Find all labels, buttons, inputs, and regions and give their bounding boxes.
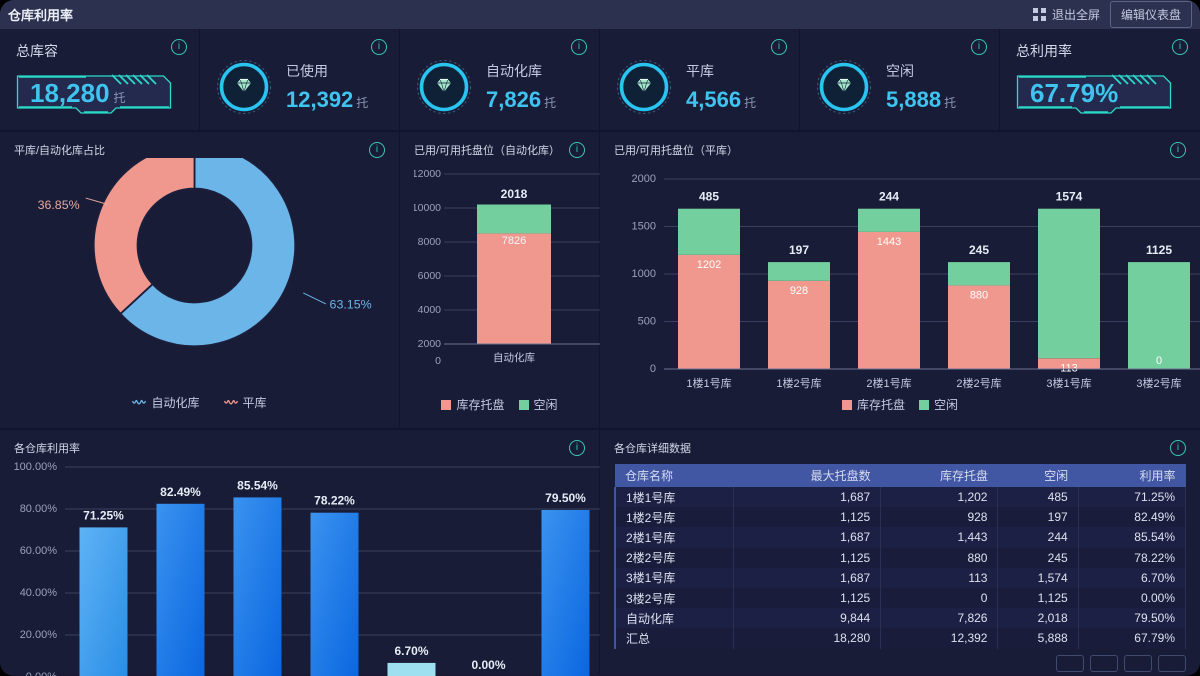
svg-text:1楼1号库: 1楼1号库 xyxy=(686,376,731,389)
svg-text:0: 0 xyxy=(1156,355,1162,367)
svg-text:2楼2号库: 2楼2号库 xyxy=(956,376,1001,389)
svg-text:485: 485 xyxy=(699,190,719,204)
svg-text:1楼2号库: 1楼2号库 xyxy=(776,376,821,389)
svg-text:500: 500 xyxy=(638,316,656,328)
svg-text:2018: 2018 xyxy=(501,187,528,201)
svg-text:80.00%: 80.00% xyxy=(20,503,58,515)
svg-text:1125: 1125 xyxy=(1146,243,1172,257)
svg-text:100.00%: 100.00% xyxy=(14,461,57,473)
svg-text:8000: 8000 xyxy=(418,236,442,248)
svg-text:928: 928 xyxy=(790,285,808,297)
svg-text:1574: 1574 xyxy=(1056,190,1083,204)
svg-text:113: 113 xyxy=(1060,362,1078,374)
svg-text:1202: 1202 xyxy=(697,259,721,271)
svg-text:245: 245 xyxy=(969,243,989,257)
svg-text:20.00%: 20.00% xyxy=(20,629,58,641)
svg-text:40.00%: 40.00% xyxy=(20,587,58,599)
svg-text:12000: 12000 xyxy=(414,168,441,180)
svg-text:10000: 10000 xyxy=(414,202,441,214)
svg-text:3楼2号库: 3楼2号库 xyxy=(1136,376,1181,389)
svg-text:71.25%: 71.25% xyxy=(83,508,124,522)
svg-text:2000: 2000 xyxy=(418,338,442,350)
svg-text:7826: 7826 xyxy=(502,235,526,247)
svg-text:1443: 1443 xyxy=(877,236,901,248)
svg-text:3楼1号库: 3楼1号库 xyxy=(1046,376,1091,389)
svg-text:6000: 6000 xyxy=(418,270,442,282)
svg-text:880: 880 xyxy=(970,289,988,301)
svg-text:2楼1号库: 2楼1号库 xyxy=(866,376,911,389)
svg-text:2000: 2000 xyxy=(632,173,656,185)
svg-text:244: 244 xyxy=(879,190,899,204)
svg-text:82.49%: 82.49% xyxy=(160,485,201,499)
svg-text:36.85%: 36.85% xyxy=(37,198,79,212)
svg-text:0: 0 xyxy=(650,363,656,375)
svg-text:85.54%: 85.54% xyxy=(237,478,278,492)
svg-text:0.00%: 0.00% xyxy=(26,671,57,676)
svg-text:4000: 4000 xyxy=(418,304,442,316)
svg-text:79.50%: 79.50% xyxy=(545,491,586,505)
svg-text:63.15%: 63.15% xyxy=(329,297,371,311)
svg-text:0.00%: 0.00% xyxy=(471,658,505,672)
svg-text:自动化库: 自动化库 xyxy=(493,351,535,364)
svg-text:6.70%: 6.70% xyxy=(394,644,428,658)
svg-text:197: 197 xyxy=(789,243,809,257)
svg-text:60.00%: 60.00% xyxy=(20,545,58,557)
svg-text:78.22%: 78.22% xyxy=(314,494,355,508)
svg-text:1000: 1000 xyxy=(632,268,656,280)
svg-text:0: 0 xyxy=(435,355,441,367)
svg-text:1500: 1500 xyxy=(632,221,656,233)
